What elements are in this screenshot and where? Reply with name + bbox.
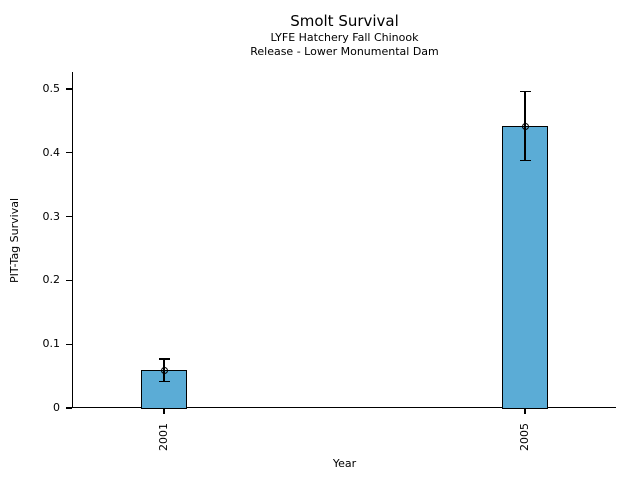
bar-2005 <box>502 125 548 409</box>
x-axis-tick-2005 <box>524 408 526 414</box>
bar-2001 <box>141 369 187 409</box>
error-bar-cap-bottom-2005 <box>519 159 531 162</box>
y-axis-tick <box>65 279 72 282</box>
data-point-marker-2005 <box>521 123 529 131</box>
y-axis-tick <box>65 215 72 218</box>
y-axis-tick-label: 0.4 <box>42 145 61 159</box>
data-point-marker-2001 <box>160 366 168 374</box>
y-axis-tick <box>65 152 72 154</box>
chart-title-block: Smolt Survival LYFE Hatchery Fall Chinoo… <box>73 0 616 62</box>
error-bar-cap-bottom-2001 <box>158 381 170 383</box>
y-axis-tick-label: 0.1 <box>42 337 61 351</box>
y-axis-tick <box>65 88 72 90</box>
y-axis-label: PIT-Tag Survival <box>8 198 21 284</box>
error-bar-cap-top-2005 <box>519 90 531 93</box>
y-axis-tick-label: 0.3 <box>42 209 61 223</box>
x-axis-tick-label-2005: 2005 <box>518 423 531 451</box>
chart-subtitle-line1: LYFE Hatchery Fall Chinook <box>270 31 419 44</box>
chart-subtitle-line2: Release - Lower Monumental Dam <box>250 45 439 58</box>
y-axis-tick <box>65 407 72 409</box>
y-axis-tick-label: 0.5 <box>42 81 61 95</box>
x-axis-line <box>71 407 617 409</box>
error-bar-cap-top-2001 <box>158 358 170 360</box>
x-axis-tick-2001 <box>163 408 165 414</box>
y-axis-line <box>71 72 74 408</box>
chart-title: Smolt Survival <box>290 12 399 30</box>
x-axis-tick-label-2001: 2001 <box>157 423 170 451</box>
y-axis-tick-label: 0 <box>53 401 60 414</box>
y-axis-tick <box>65 343 72 345</box>
y-axis-tick-label: 0.2 <box>42 273 61 287</box>
x-axis-label: Year <box>332 457 357 470</box>
